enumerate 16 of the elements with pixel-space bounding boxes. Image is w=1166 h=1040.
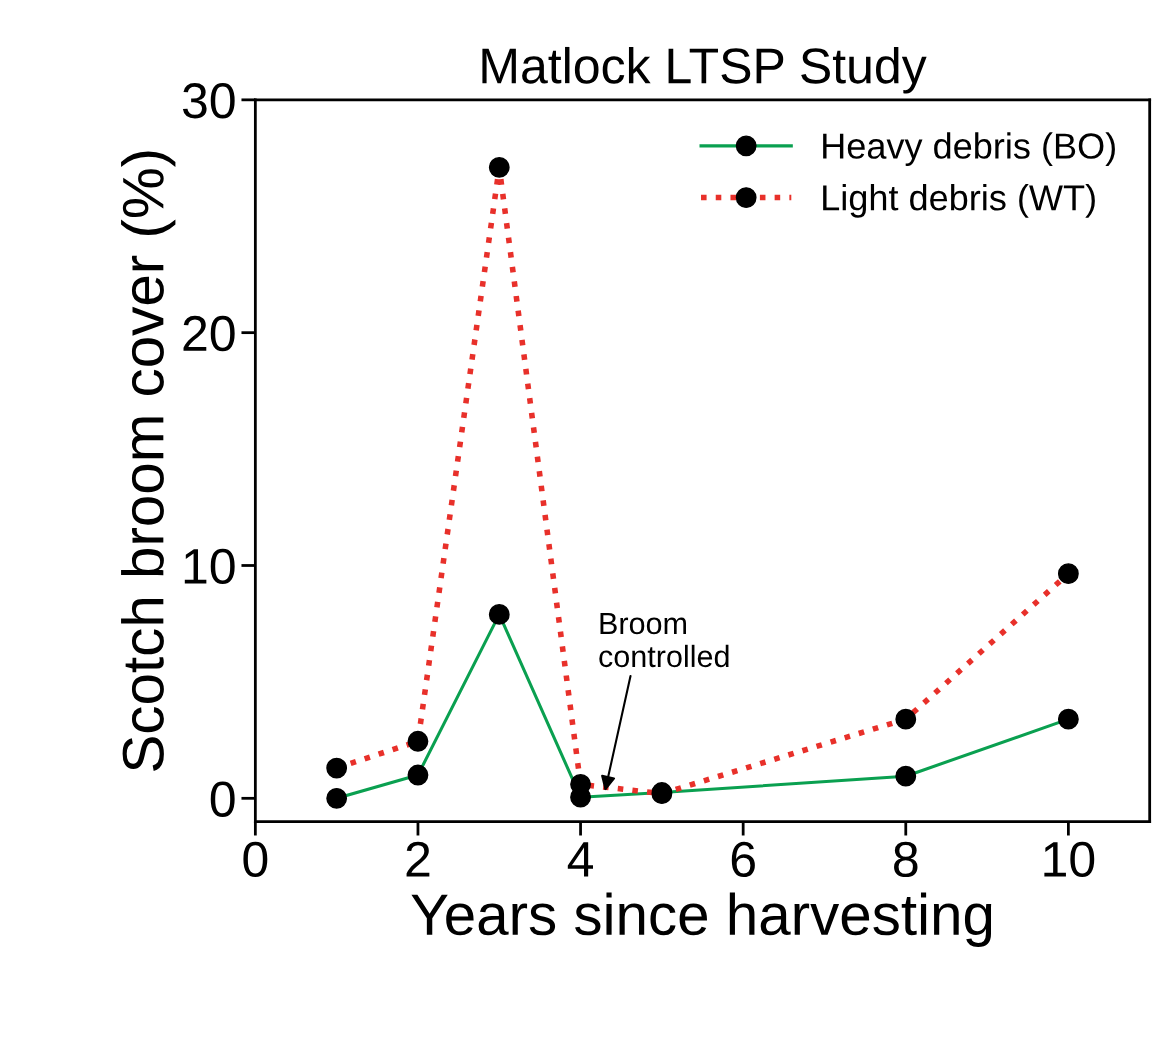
y-tick-label: 0 [210, 781, 235, 817]
x-tick-label: 10 [1044, 841, 1095, 878]
x-tick-label: 0 [243, 841, 268, 878]
y-tick-label: 10 [184, 548, 235, 585]
annotation: Broom controlled [599, 613, 729, 668]
x-axis-title: Years since harvesting [411, 892, 992, 947]
legend-label: Light debris (WT) [823, 184, 1095, 218]
y-axis-title: Scotch broom cover (%) [121, 151, 176, 771]
x-tick-label: 8 [894, 841, 918, 878]
x-tick-label: 6 [731, 841, 755, 878]
y-tick-label: 20 [183, 315, 235, 352]
y-tick-label: 30 [182, 83, 235, 119]
x-tick-label: 4 [567, 842, 593, 877]
chart-title: Matlock LTSP Study [482, 46, 927, 94]
legend-label: Heavy debris (BO) [823, 132, 1115, 166]
x-tick-label: 2 [406, 841, 430, 877]
